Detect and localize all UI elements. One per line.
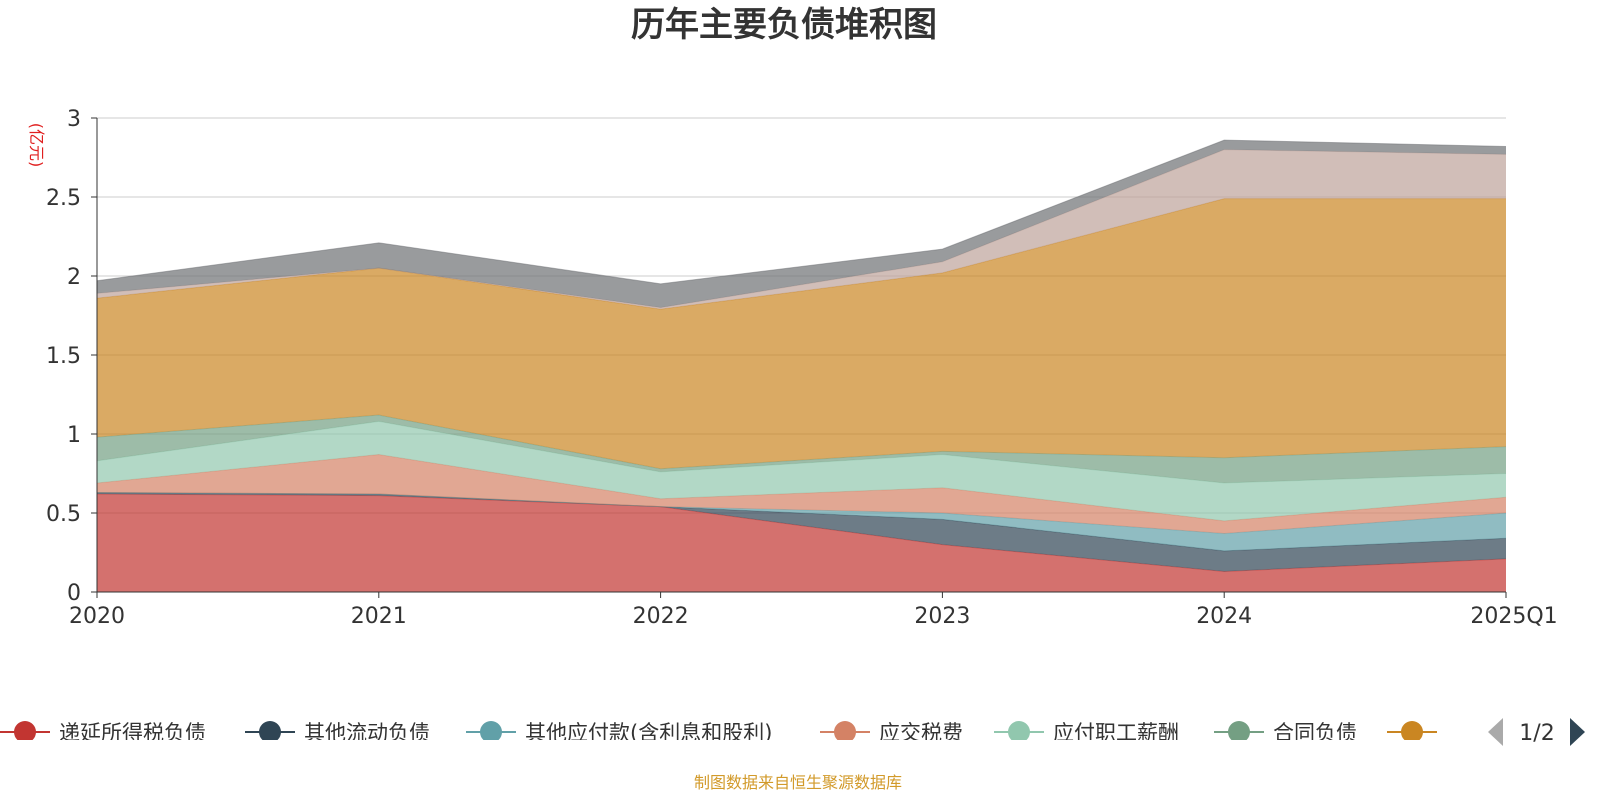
legend-swatch-dot xyxy=(1401,721,1423,740)
x-tick-label: 2020 xyxy=(69,604,125,629)
y-axis-unit: (亿元) xyxy=(27,123,46,168)
y-tick-labels: 0 0.5 1 1.5 2 2.5 3 xyxy=(46,107,97,606)
y-tick-label: 3 xyxy=(67,107,81,132)
area-应付职工薪酬 xyxy=(97,421,1506,521)
legend-swatch-dot xyxy=(834,721,856,740)
area-合同负债 xyxy=(97,415,1506,483)
x-tick-label: 2025Q1 xyxy=(1470,604,1557,629)
x-tick-label: 2021 xyxy=(351,604,407,629)
area-其他应付款(含利息和股利) xyxy=(97,492,1506,551)
x-tick-label: 2024 xyxy=(1196,604,1252,629)
legend-swatch-dot xyxy=(1228,721,1250,740)
legend-swatch-dot xyxy=(14,721,36,740)
area-edge-短期借款 xyxy=(96,139,1507,285)
area-其他流动负债 xyxy=(97,492,1506,572)
legend-pager: 1/2 xyxy=(1488,718,1585,746)
area-递延所得税负债 xyxy=(97,494,1506,592)
legend-page-indicator: 1/2 xyxy=(1519,721,1554,746)
area-应交税费 xyxy=(97,454,1506,534)
legend-label: 合同负债 xyxy=(1273,721,1357,745)
legend-swatch-dot xyxy=(1008,721,1030,740)
chart-title: 历年主要负债堆积图 xyxy=(631,5,937,45)
legend-label: 其他流动负债 xyxy=(304,721,430,745)
y-tick-label: 0 xyxy=(67,581,81,606)
legend-item[interactable]: 递延所得税负债 xyxy=(0,721,206,745)
x-tick-label: 2023 xyxy=(914,604,970,629)
legend-label: 应交税费 xyxy=(879,721,963,745)
legend-item[interactable]: 应付职工薪酬 xyxy=(994,721,1179,745)
legend-label: 应付职工薪酬 xyxy=(1053,721,1179,745)
legend-item[interactable]: 其他应付款(含利息和股利) xyxy=(466,721,772,745)
data-source-note: 制图数据来自恒生聚源数据库 xyxy=(694,773,902,792)
area-应付账款 xyxy=(97,198,1506,469)
legend-label: 递延所得税负债 xyxy=(59,721,206,745)
triangle-left-icon[interactable] xyxy=(1488,718,1503,746)
legend-swatch-dot xyxy=(480,721,502,740)
y-tick-label: 0.5 xyxy=(46,502,81,527)
x-tick-labels: 2020 2021 2022 2023 2024 2025Q1 xyxy=(69,592,1558,629)
y-tick-label: 1 xyxy=(67,423,81,448)
area-短期借款 xyxy=(97,140,1506,308)
legend-item[interactable]: 其他流动负债 xyxy=(245,721,430,745)
legend-swatch-dot xyxy=(259,721,281,740)
y-tick-label: 2 xyxy=(67,265,81,290)
area-预收款项 xyxy=(97,149,1506,310)
y-tick-label: 1.5 xyxy=(46,344,81,369)
stacked-areas xyxy=(96,139,1507,592)
legend-item[interactable]: 应付账款 xyxy=(1387,721,1530,745)
legend-label: 其他应付款(含利息和股利) xyxy=(525,721,772,745)
y-tick-label: 2.5 xyxy=(46,186,81,211)
legend-item[interactable]: 合同负债 xyxy=(1214,721,1357,745)
legend-item[interactable]: 应交税费 xyxy=(820,721,963,745)
triangle-right-icon[interactable] xyxy=(1570,718,1585,746)
legend-label: 应付账款 xyxy=(1446,721,1530,745)
legend[interactable]: 递延所得税负债 其他流动负债 其他应付款(含利息和股利) 应交税费 应付职工薪酬 合同负债… xyxy=(0,721,1530,745)
x-tick-label: 2022 xyxy=(633,604,689,629)
